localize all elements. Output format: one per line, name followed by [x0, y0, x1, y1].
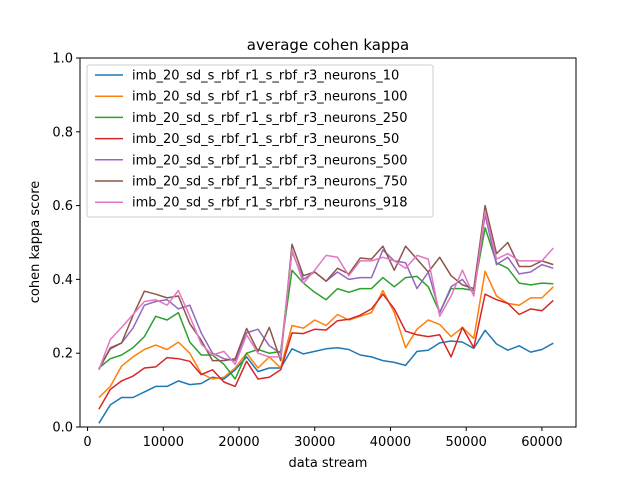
series-line-0 [98, 329, 554, 424]
chart-title: average cohen kappa [247, 36, 409, 54]
legend-label-5: imb_20_sd_s_rbf_r1_s_rbf_r3_neurons_750 [132, 175, 408, 190]
series-line-5 [98, 204, 554, 370]
x-tick-label: 60000 [521, 435, 562, 450]
y-axis-label: cohen kappa score [28, 181, 43, 304]
series-line-1 [98, 270, 554, 399]
legend-label-0: imb_20_sd_s_rbf_r1_s_rbf_r3_neurons_10 [132, 69, 399, 84]
legend-label-2: imb_20_sd_s_rbf_r1_s_rbf_r3_neurons_250 [132, 111, 408, 126]
y-tick-label: 0.0 [52, 421, 73, 436]
series-lines [98, 204, 554, 424]
y-tick-label: 1.0 [52, 52, 73, 67]
x-tick-label: 10000 [143, 435, 184, 450]
series-line-6 [98, 210, 554, 371]
legend-label-1: imb_20_sd_s_rbf_r1_s_rbf_r3_neurons_100 [132, 90, 408, 105]
x-tick-label: 50000 [446, 435, 487, 450]
y-tick-label: 0.8 [52, 125, 73, 140]
legend-label-6: imb_20_sd_s_rbf_r1_s_rbf_r3_neurons_918 [132, 196, 408, 211]
legend: imb_20_sd_s_rbf_r1_s_rbf_r3_neurons_10im… [86, 64, 434, 218]
legend-label-3: imb_20_sd_s_rbf_r1_s_rbf_r3_neurons_50 [132, 132, 399, 147]
x-axis-label: data stream [289, 456, 368, 471]
y-axis: 0.0 0.2 0.4 0.6 0.8 1.0 [52, 52, 80, 436]
plot-frame [79, 57, 577, 428]
legend-label-4: imb_20_sd_s_rbf_r1_s_rbf_r3_neurons_500 [132, 153, 408, 168]
y-tick-label: 0.2 [52, 347, 73, 362]
y-tick-label: 0.4 [52, 273, 73, 288]
x-axis: 0 10000 20000 30000 40000 50000 60000 [83, 427, 563, 450]
y-tick-label: 0.6 [52, 199, 73, 214]
x-tick-label: 30000 [294, 435, 335, 450]
x-tick-label: 0 [83, 435, 91, 450]
series-line-3 [98, 293, 554, 410]
x-tick-label: 40000 [370, 435, 411, 450]
x-tick-label: 20000 [218, 435, 259, 450]
legend-box [86, 64, 434, 218]
